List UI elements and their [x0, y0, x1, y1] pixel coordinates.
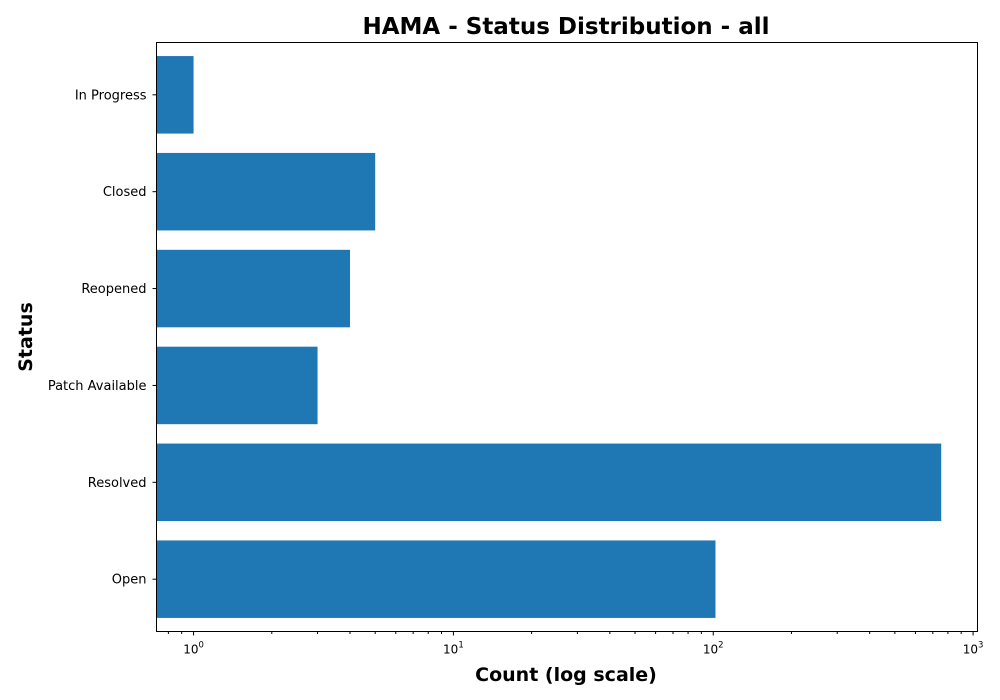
bar-closed	[156, 152, 376, 231]
bars-layer	[156, 56, 942, 618]
bar-patch-available	[156, 346, 318, 425]
chart-title: HAMA - Status Distribution - all	[362, 14, 769, 40]
y-axis-title: Status	[15, 302, 37, 372]
y-axis: Open Resolved Patch Available Reopened Close…	[48, 88, 157, 588]
x-tick-label-10-0: 100	[183, 641, 204, 657]
y-tick-label-resolved: Resolved	[88, 476, 147, 491]
bar-open	[156, 540, 716, 618]
y-tick-label-open: Open	[112, 573, 147, 588]
y-tick-label-in-progress: In Progress	[75, 88, 147, 103]
plot-frame	[156, 42, 978, 632]
y-tick-label-patch-available: Patch Available	[48, 379, 147, 394]
y-tick-label-closed: Closed	[103, 185, 147, 200]
x-axis-title: Count (log scale)	[475, 664, 657, 686]
x-tick-label-10-2: 102	[703, 641, 724, 657]
bar-resolved	[156, 443, 942, 522]
bar-in-progress	[156, 56, 194, 134]
bar-reopened	[156, 249, 351, 328]
x-tick-label-10-3: 103	[963, 641, 984, 657]
x-axis: 100 101 102 103	[167, 631, 984, 657]
y-tick-label-reopened: Reopened	[81, 282, 146, 297]
x-tick-label-10-1: 101	[443, 641, 464, 657]
